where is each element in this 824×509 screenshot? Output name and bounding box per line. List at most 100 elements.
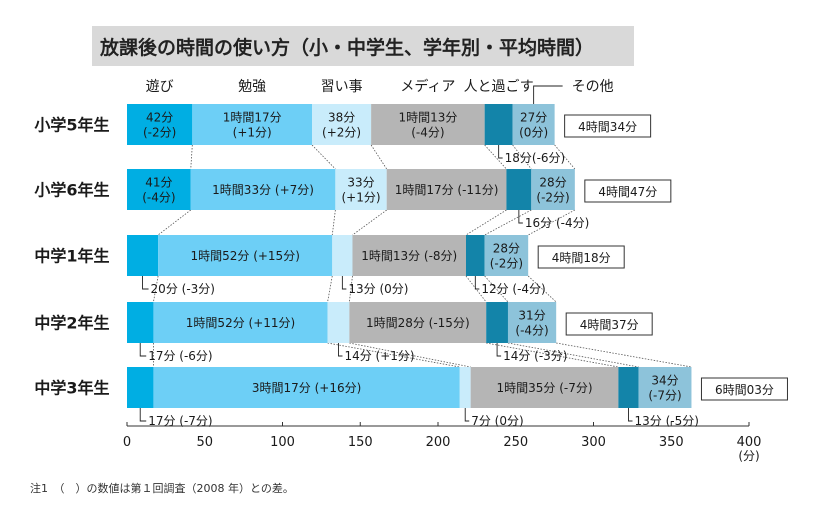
bar-label-1-3: 38分(+2分) xyxy=(322,111,361,140)
connector-3-6 xyxy=(527,275,557,303)
connector-2-2 xyxy=(331,209,336,236)
bar-label-1-6: 27分(0分) xyxy=(519,111,548,140)
bar-3-5 xyxy=(465,235,485,276)
total-label-2: 4時間47分 xyxy=(598,185,657,199)
bar-label-4-4: 1時間28分 (-15分) xyxy=(366,316,470,330)
leader-3-3 xyxy=(341,276,347,290)
x-axis: 0 50 100 150 200 250 300 350 400(分) xyxy=(123,422,761,463)
bar-1-4 xyxy=(371,104,485,145)
bar-label-2-6: 28分(-2分) xyxy=(536,176,569,205)
bar-3-4 xyxy=(352,235,466,276)
bar-label-2-3: 33分(+1分) xyxy=(341,176,380,205)
connector-2-3 xyxy=(352,209,387,236)
inside-labels-layer: 42分(-2分) 1時間17分(+1分) 38分(+2分) 1時間13分(-4分) 27… xyxy=(142,111,681,403)
outside-label-4-3: 14分 (+1分) xyxy=(344,349,414,363)
category-label-2: 小学6年生 xyxy=(34,181,109,200)
connector-3-2 xyxy=(327,275,333,303)
x-tick-label-2: 50 xyxy=(196,435,213,450)
chart-title: 放課後の時間の使い方（小・中学生、学年別・平均時間） xyxy=(100,37,595,59)
legend-label-4: メディア xyxy=(400,78,455,95)
total-label-1: 4時間34分 xyxy=(578,120,637,134)
x-tick-label-5: 200 xyxy=(426,435,451,450)
bar-1-2 xyxy=(192,104,313,145)
x-tick-label-3: 100 xyxy=(270,435,295,450)
connector-4-4 xyxy=(486,342,619,368)
x-tick-label-8: 350 xyxy=(659,435,684,450)
title-background xyxy=(92,26,634,66)
legend-leader-6 xyxy=(533,85,563,104)
x-tick-label-7: 300 xyxy=(581,435,606,450)
bar-label-2-2: 1時間33分 (+7分) xyxy=(212,183,314,197)
outside-label-3-5: 12分 (-4分) xyxy=(481,282,545,296)
total-labels: 4時間34分 4時間47分 4時間18分 4時間37分 6時間03分 xyxy=(537,114,788,401)
x-tick-label-6: 250 xyxy=(503,435,528,450)
leader-3-1 xyxy=(142,276,149,290)
bar-5-6 xyxy=(638,367,692,408)
leader-4-5 xyxy=(496,343,502,357)
bar-4-4 xyxy=(349,302,487,343)
bar-label-3-4: 1時間13分 (-8分) xyxy=(361,249,457,263)
connector-3-1 xyxy=(153,275,159,303)
bar-4-6 xyxy=(507,302,557,343)
connector-3-3 xyxy=(348,275,353,303)
bar-label-1-1: 42分(-2分) xyxy=(143,111,176,140)
bar-label-5-2: 3時間17分 (+16分) xyxy=(252,381,361,395)
connector-1-6 xyxy=(554,144,576,170)
total-box-1 xyxy=(564,114,652,138)
connector-1-2 xyxy=(311,144,336,170)
legend-label-5: 人と過ごす xyxy=(464,79,534,95)
leader-5-3 xyxy=(464,408,470,422)
outside-label-3-1: 20分 (-3分) xyxy=(151,282,215,296)
bar-label-3-2: 1時間52分 (+15分) xyxy=(190,249,299,263)
bar-label-2-1: 41分(-4分) xyxy=(142,176,175,205)
leader-1-5 xyxy=(498,145,503,159)
bar-label-2-4: 1時間17分 (-11分) xyxy=(395,183,499,197)
legend: 遊び 勉強 習い事 メディア 人と過ごす その他 xyxy=(146,78,614,104)
legend-label-6: その他 xyxy=(572,79,614,95)
category-label-1: 小学5年生 xyxy=(34,116,109,135)
bar-5-4 xyxy=(470,367,619,408)
bar-4-3 xyxy=(327,302,350,343)
leader-4-3 xyxy=(338,343,343,357)
connector-2-1 xyxy=(157,209,191,236)
total-label-4: 4時間37分 xyxy=(580,318,639,332)
total-box-2 xyxy=(584,179,672,203)
bar-1-3 xyxy=(312,104,372,145)
bar-label-1-4: 1時間13分(-4分) xyxy=(398,111,457,140)
bar-2-1 xyxy=(127,169,191,210)
bar-1-6 xyxy=(512,104,555,145)
connector-4-6 xyxy=(556,342,692,368)
total-label-3: 4時間18分 xyxy=(552,251,611,265)
footnote: 注1 （ ）の数値は第１回調査（2008 年）との差。 xyxy=(30,482,294,495)
bar-3-1 xyxy=(127,235,159,276)
category-label-3: 中学1年生 xyxy=(34,247,109,266)
legend-label-1: 遊び xyxy=(146,79,174,95)
outside-label-4-5: 14分 (-3分) xyxy=(503,349,567,363)
bar-1-1 xyxy=(127,104,193,145)
bar-5-3 xyxy=(459,367,471,408)
connector-1-4 xyxy=(484,144,507,170)
bar-label-5-6: 34分(-7分) xyxy=(648,374,681,403)
connector-4-5 xyxy=(507,342,639,368)
bar-5-2 xyxy=(153,367,460,408)
bar-4-5 xyxy=(486,302,508,343)
leader-5-1 xyxy=(139,408,147,422)
bar-label-1-2: 1時間17分(+1分) xyxy=(223,111,282,140)
category-label-4: 中学2年生 xyxy=(34,314,109,333)
bar-label-4-2: 1時間52分 (+11分) xyxy=(186,316,295,330)
outside-label-5-5: 13分 (-5分) xyxy=(634,414,698,428)
bars-layer xyxy=(127,104,692,408)
leader-5-5 xyxy=(628,408,633,422)
leader-4-1 xyxy=(139,343,147,357)
connector-1-3 xyxy=(370,144,388,170)
bar-4-2 xyxy=(153,302,328,343)
bar-label-5-4: 1時間35分 (-7分) xyxy=(496,381,592,395)
total-box-4 xyxy=(565,312,653,336)
connector-4-2 xyxy=(327,342,460,368)
bar-3-6 xyxy=(484,235,529,276)
x-tick-label-1: 0 xyxy=(123,435,131,450)
category-label-5: 中学3年生 xyxy=(34,379,109,398)
bar-5-5 xyxy=(618,367,639,408)
bar-label-3-6: 28分(-2分) xyxy=(490,242,523,271)
